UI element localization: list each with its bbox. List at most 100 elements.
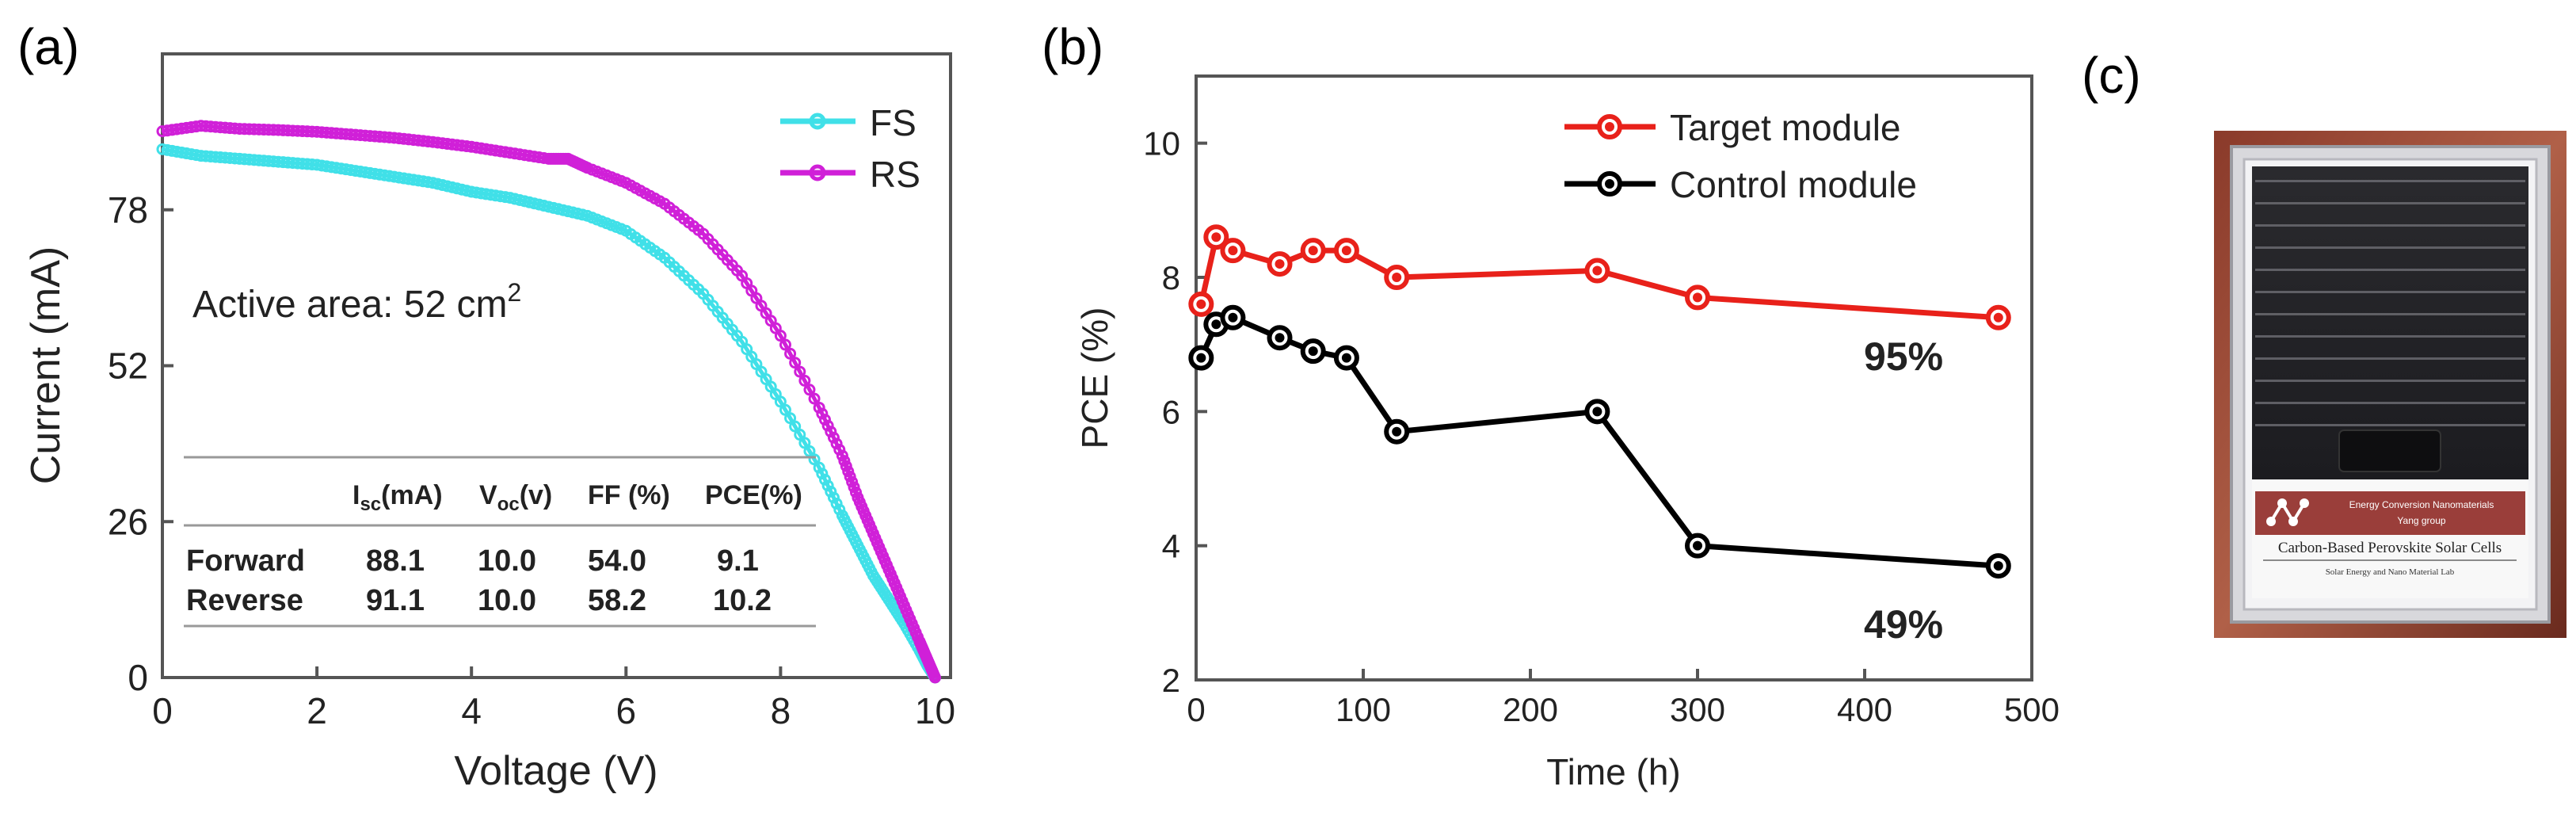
chart-a-xlabel: Voltage (V)	[454, 748, 657, 794]
chart-a-point-fs	[779, 403, 791, 416]
chart-b-ytick-label: 4	[1162, 528, 1180, 565]
label-footer: Solar Energy and Nano Material Lab	[2326, 567, 2455, 577]
chart-b-point-target-dot	[1211, 232, 1221, 242]
active-area-superscript: 2	[508, 278, 522, 307]
chart-a-xtick-label: 0	[152, 690, 173, 731]
module-stripe	[2255, 380, 2525, 382]
table-header-isc-main: I	[352, 480, 360, 510]
chart-b-ylabel: PCE (%)	[1074, 307, 1115, 449]
table-header-voc-main: V	[479, 480, 497, 510]
table-row-forward-ff: 54.0	[588, 544, 646, 578]
active-area-annotation: Active area: 52 cm2	[192, 278, 521, 326]
performance-table: Isc(mA) Voc(v) FF (%) PCE(%) Forward 88.…	[184, 456, 816, 628]
chart-a-point-rs	[840, 460, 852, 472]
legend-rs-label: RS	[870, 154, 920, 195]
panel-label-c: (c)	[2082, 47, 2141, 104]
panel-label-b: (b)	[1042, 18, 1104, 75]
chart-b-point-target-dot	[1693, 292, 1702, 303]
chart-a-point-rs	[813, 401, 825, 414]
chart-b-xtick-label: 400	[1837, 691, 1892, 728]
chart-b-point-control-dot	[1993, 561, 2003, 571]
annotation-49: 49%	[1864, 602, 1943, 647]
chart-b-point-control-dot	[1341, 353, 1351, 363]
chart-a-ytick-label: 52	[108, 346, 148, 387]
module-stripe	[2255, 246, 2525, 249]
module-stripe	[2255, 202, 2525, 204]
table-row-reverse-pce: 10.2	[713, 584, 772, 617]
module-stripes	[2255, 180, 2525, 426]
chart-a-legend: FS RS	[780, 102, 920, 195]
chart-a-point-rs	[838, 455, 851, 468]
chart-b-ytick-label: 2	[1162, 662, 1180, 699]
chart-a-point-fs	[789, 420, 802, 433]
chart-b-ytick-label: 6	[1162, 393, 1180, 430]
chart-a-xtick-label: 10	[915, 690, 955, 731]
chart-a-point-fs	[825, 485, 837, 498]
chart-b-xtick-label: 100	[1336, 691, 1391, 728]
table-header-voc: Voc(v)	[479, 480, 552, 515]
module-stripe	[2255, 291, 2525, 293]
chart-a-point-rs	[784, 347, 797, 360]
chart-a-point-fs	[816, 468, 829, 480]
chart-a-point-fs	[821, 479, 834, 492]
module-stripe	[2255, 224, 2525, 227]
chart-a-point-rs	[928, 671, 941, 684]
chart-b-frame	[1195, 74, 2033, 681]
module-stripe	[2255, 424, 2525, 426]
chart-b-ytick-label: 8	[1162, 259, 1180, 296]
table-row-forward-voc: 10.0	[478, 544, 536, 578]
legend-rs-marker	[809, 164, 826, 181]
chart-b-xtick-label: 0	[1187, 691, 1205, 728]
chart-b-point-target-dot	[1392, 273, 1402, 282]
chart-a-point-fs	[827, 491, 840, 504]
chart-b: 0 100 200 300 400 500 2 4 6 8 10 Target module Con…	[1074, 74, 2060, 792]
chart-b-point-target-dot	[1196, 299, 1206, 309]
label-group-line2: Yang group	[2397, 515, 2445, 526]
chart-a-point-rs	[830, 437, 843, 450]
chart-a-point-rs	[794, 365, 806, 378]
chart-a-point-rs	[846, 475, 859, 488]
chart-b-point-control-dot	[1693, 540, 1702, 551]
label-group-line1: Energy Conversion Nanomaterials	[2349, 499, 2494, 510]
chart-a-point-fs	[803, 445, 816, 457]
chart-a-point-rs	[848, 481, 860, 494]
chart-b-legend: Target module Control module	[1564, 107, 1917, 205]
chart-a-point-fs	[784, 412, 797, 425]
table-row-reverse-isc: 91.1	[366, 584, 425, 617]
chart-a-point-fs	[813, 461, 825, 474]
chart-a-point-fs	[833, 503, 846, 516]
module-stripe	[2255, 180, 2525, 182]
lab-logo	[2266, 498, 2309, 526]
chart-a-point-fs	[794, 429, 806, 441]
legend-fs-marker	[809, 113, 826, 130]
chart-a-point-rs	[774, 330, 787, 342]
module-stripe	[2255, 269, 2525, 271]
chart-b-xtick-label: 200	[1503, 691, 1558, 728]
chart-b-xtick-label: 300	[1670, 691, 1725, 728]
table-header-voc-unit: (v)	[520, 480, 553, 510]
chart-a-point-rs	[779, 338, 791, 351]
table-header-pce: PCE(%)	[705, 480, 802, 510]
legend-control-label: Control module	[1670, 164, 1917, 205]
chart-b-point-control-dot	[1392, 426, 1402, 437]
table-row-forward-isc: 88.1	[366, 544, 425, 578]
chart-a-point-rs	[833, 443, 846, 456]
chart-a-point-rs	[844, 470, 856, 483]
chart-b-point-control-dot	[1275, 333, 1285, 343]
legend-target-label: Target module	[1670, 107, 1901, 148]
legend-target-marker-dot	[1605, 122, 1614, 132]
chart-a-point-rs	[827, 431, 840, 444]
module-contact-pad	[2338, 429, 2441, 472]
table-header-isc: Isc(mA)	[352, 480, 443, 515]
table-header-isc-sub: sc	[360, 494, 381, 515]
table-row-forward-pce: 9.1	[717, 544, 759, 578]
chart-a-point-rs	[816, 407, 829, 420]
chart-a-point-rs	[842, 465, 855, 478]
solar-module	[2252, 166, 2528, 479]
annotation-95: 95%	[1864, 334, 1943, 379]
chart-a-xtick-label: 6	[615, 690, 636, 731]
chart-a-point-rs	[836, 449, 848, 462]
chart-a-ytick-label: 0	[128, 657, 148, 698]
chart-a-ytick-label: 78	[108, 189, 148, 231]
